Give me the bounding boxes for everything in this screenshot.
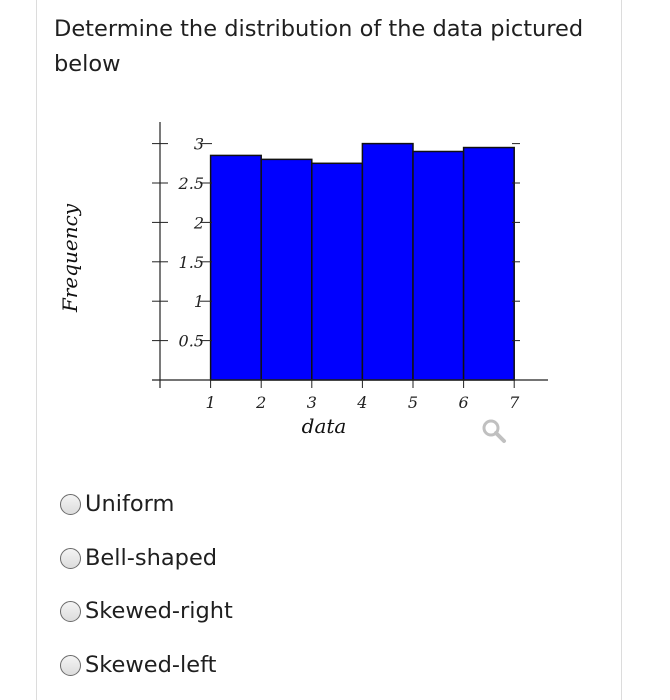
option-label: Bell-shaped — [85, 545, 218, 571]
histogram-bar — [260, 158, 313, 381]
zoom-icon[interactable] — [480, 418, 508, 446]
y-tick-label: 2 — [193, 213, 204, 232]
option-label: Uniform — [85, 491, 175, 517]
y-tick-label: 2.5 — [178, 174, 204, 193]
y-tick-label: 0.5 — [179, 332, 204, 351]
histogram-bar — [462, 146, 515, 381]
histogram-bar — [412, 150, 465, 381]
histogram-svg: 0.5 1 1.5 2 2.5 3 1 2 3 4 5 6 7 data Frequency — [58, 122, 548, 438]
x-tick-label: 3 — [307, 393, 317, 412]
x-tick-label: 1 — [206, 393, 216, 412]
y-tick-label: 1.5 — [179, 253, 204, 272]
question-text: Determine the distribution of the data p… — [54, 16, 584, 77]
radio-icon[interactable] — [60, 493, 81, 515]
option-label: Skewed-right — [85, 598, 233, 624]
y-axis-label: Frequency — [58, 203, 82, 313]
magnifier-icon — [482, 419, 506, 443]
option-skewed-right[interactable]: Skewed-right — [60, 595, 233, 627]
x-tick-label: 2 — [255, 393, 266, 412]
histogram-bar — [361, 142, 414, 381]
radio-icon[interactable] — [60, 600, 81, 622]
x-tick-label: 5 — [408, 393, 418, 412]
x-tick-label: 6 — [459, 393, 469, 412]
option-label: Skewed-left — [85, 652, 217, 678]
x-axis-label: data — [302, 414, 347, 438]
option-bell-shaped[interactable]: Bell-shaped — [60, 542, 217, 574]
radio-icon[interactable] — [60, 654, 81, 676]
histogram-bar — [311, 162, 364, 381]
histogram-bar — [209, 154, 262, 381]
x-tick-label: 4 — [356, 393, 367, 412]
radio-icon[interactable] — [60, 547, 81, 569]
histogram-chart: 0.5 1 1.5 2 2.5 3 1 2 3 4 5 6 7 data Frequency — [58, 122, 548, 438]
x-tick-label: 7 — [509, 393, 520, 412]
option-uniform[interactable]: Uniform — [60, 488, 174, 520]
option-skewed-left[interactable]: Skewed-left — [60, 649, 216, 681]
y-tick-label: 3 — [194, 135, 204, 154]
y-tick-label: 1 — [194, 292, 204, 311]
